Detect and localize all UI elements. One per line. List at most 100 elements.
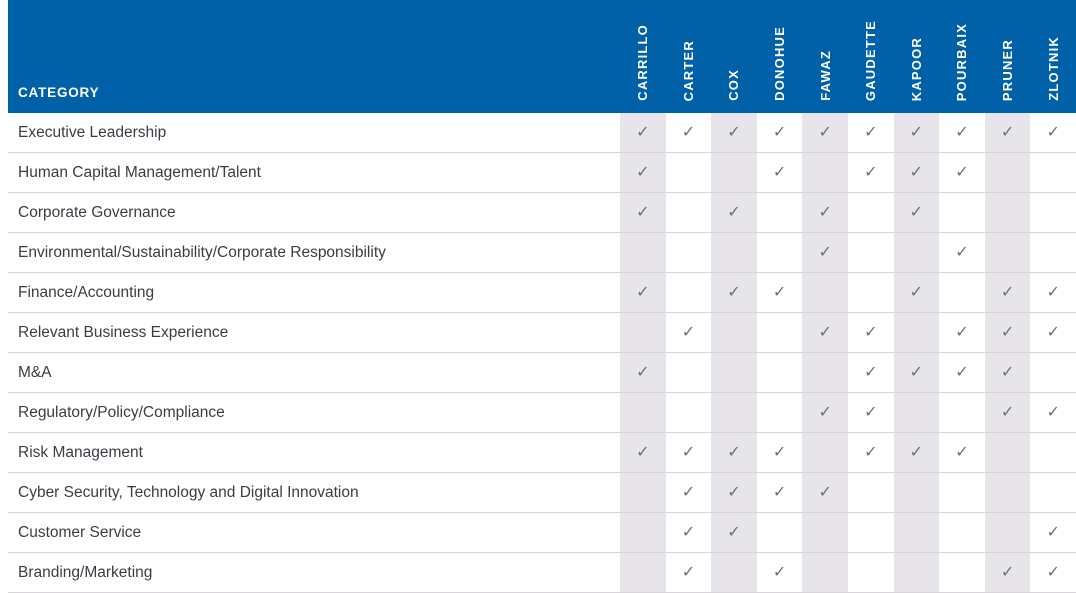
check-cell: ✓ bbox=[939, 233, 985, 272]
column-header-label: PRUNER bbox=[1000, 38, 1016, 101]
empty-cell bbox=[848, 513, 894, 552]
check-cell: ✓ bbox=[620, 433, 666, 472]
empty-cell bbox=[666, 233, 712, 272]
empty-cell bbox=[939, 393, 985, 432]
check-cell: ✓ bbox=[893, 113, 940, 152]
check-cell: ✓ bbox=[711, 273, 757, 312]
column-header-cell: ZLOTNIK bbox=[1030, 0, 1076, 113]
table-row: Corporate Governance ✓ ✓ ✓ ✓ bbox=[8, 193, 1076, 233]
category-label: M&A bbox=[18, 363, 52, 381]
column-header-label: POURBAIX bbox=[954, 22, 970, 101]
check-icon: ✓ bbox=[818, 403, 832, 421]
empty-cell bbox=[711, 393, 757, 432]
empty-cell bbox=[711, 553, 757, 592]
empty-cell bbox=[666, 393, 712, 432]
check-icon: ✓ bbox=[772, 443, 787, 461]
check-icon: ✓ bbox=[1046, 123, 1060, 141]
check-cell: ✓ bbox=[802, 473, 848, 512]
check-icon: ✓ bbox=[1000, 323, 1015, 341]
empty-cell bbox=[984, 233, 1031, 272]
empty-cell bbox=[984, 433, 1031, 472]
empty-cell bbox=[984, 153, 1031, 192]
empty-cell bbox=[848, 553, 894, 592]
check-cell: ✓ bbox=[757, 473, 803, 512]
check-icon: ✓ bbox=[772, 163, 787, 181]
empty-cell bbox=[984, 473, 1031, 512]
check-cell: ✓ bbox=[893, 193, 940, 232]
check-cell: ✓ bbox=[984, 553, 1031, 592]
category-label: Branding/Marketing bbox=[18, 563, 153, 581]
check-cell: ✓ bbox=[666, 113, 712, 152]
table-row: Human Capital Management/Talent ✓ ✓ ✓ ✓ ✓ bbox=[8, 153, 1076, 193]
check-cell: ✓ bbox=[620, 153, 666, 192]
corner-header-cell: CATEGORY bbox=[8, 0, 620, 113]
check-cell: ✓ bbox=[893, 433, 940, 472]
empty-cell bbox=[893, 313, 940, 352]
check-icon: ✓ bbox=[636, 163, 650, 181]
check-icon: ✓ bbox=[681, 323, 696, 341]
empty-cell bbox=[939, 473, 985, 512]
check-icon: ✓ bbox=[1046, 283, 1060, 301]
empty-cell bbox=[1030, 233, 1076, 272]
column-header-cell: CARTER bbox=[666, 0, 712, 113]
table-row: Finance/Accounting ✓ ✓ ✓ ✓ ✓ ✓ bbox=[8, 273, 1076, 313]
empty-cell bbox=[620, 513, 666, 552]
check-icon: ✓ bbox=[955, 163, 969, 181]
empty-cell bbox=[620, 233, 666, 272]
empty-cell bbox=[1030, 353, 1076, 392]
empty-cell bbox=[1030, 473, 1076, 512]
check-cell: ✓ bbox=[666, 313, 712, 352]
empty-cell bbox=[984, 193, 1031, 232]
check-cell: ✓ bbox=[893, 153, 940, 192]
check-icon: ✓ bbox=[818, 323, 832, 341]
check-icon: ✓ bbox=[681, 563, 696, 581]
check-icon: ✓ bbox=[864, 363, 878, 381]
check-cell: ✓ bbox=[939, 153, 985, 192]
check-icon: ✓ bbox=[864, 163, 878, 181]
check-cell: ✓ bbox=[666, 433, 712, 472]
check-cell: ✓ bbox=[620, 273, 666, 312]
empty-cell bbox=[848, 193, 894, 232]
column-header-cell: PRUNER bbox=[985, 0, 1031, 113]
category-label: Relevant Business Experience bbox=[18, 323, 229, 341]
empty-cell bbox=[620, 393, 666, 432]
column-header-label: CARRILLO bbox=[635, 24, 651, 101]
check-icon: ✓ bbox=[636, 443, 650, 461]
check-cell: ✓ bbox=[1030, 513, 1076, 552]
check-icon: ✓ bbox=[818, 203, 832, 221]
check-icon: ✓ bbox=[636, 203, 650, 221]
check-icon: ✓ bbox=[772, 123, 787, 141]
empty-cell bbox=[848, 473, 894, 512]
check-icon: ✓ bbox=[681, 523, 696, 541]
check-icon: ✓ bbox=[636, 363, 650, 381]
check-cell: ✓ bbox=[984, 313, 1031, 352]
check-cell: ✓ bbox=[802, 113, 848, 152]
empty-cell bbox=[666, 193, 712, 232]
check-cell: ✓ bbox=[848, 313, 894, 352]
empty-cell bbox=[984, 513, 1031, 552]
empty-cell bbox=[802, 153, 848, 192]
empty-cell bbox=[848, 233, 894, 272]
empty-cell bbox=[848, 273, 894, 312]
column-header-label: CARTER bbox=[680, 39, 696, 101]
category-label: Environmental/Sustainability/Corporate R… bbox=[18, 243, 386, 261]
empty-cell bbox=[711, 313, 757, 352]
empty-cell bbox=[893, 473, 940, 512]
matrix-header: CATEGORY CARRILLO CARTER COX DONOHUE FAWAZ GA… bbox=[8, 0, 1076, 113]
table-row: Branding/Marketing ✓ ✓ ✓ ✓ bbox=[8, 553, 1076, 593]
check-cell: ✓ bbox=[893, 273, 940, 312]
category-label: Human Capital Management/Talent bbox=[18, 163, 261, 181]
empty-cell bbox=[939, 193, 985, 232]
check-icon: ✓ bbox=[681, 483, 696, 501]
check-icon: ✓ bbox=[636, 283, 650, 301]
empty-cell bbox=[939, 553, 985, 592]
check-cell: ✓ bbox=[620, 353, 666, 392]
check-cell: ✓ bbox=[757, 113, 803, 152]
check-cell: ✓ bbox=[939, 313, 985, 352]
column-header-label: GAUDETTE bbox=[863, 19, 879, 101]
check-cell: ✓ bbox=[620, 193, 666, 232]
check-cell: ✓ bbox=[1030, 553, 1076, 592]
empty-cell bbox=[620, 473, 666, 512]
column-header-cell: FAWAZ bbox=[802, 0, 848, 113]
empty-cell bbox=[711, 153, 757, 192]
